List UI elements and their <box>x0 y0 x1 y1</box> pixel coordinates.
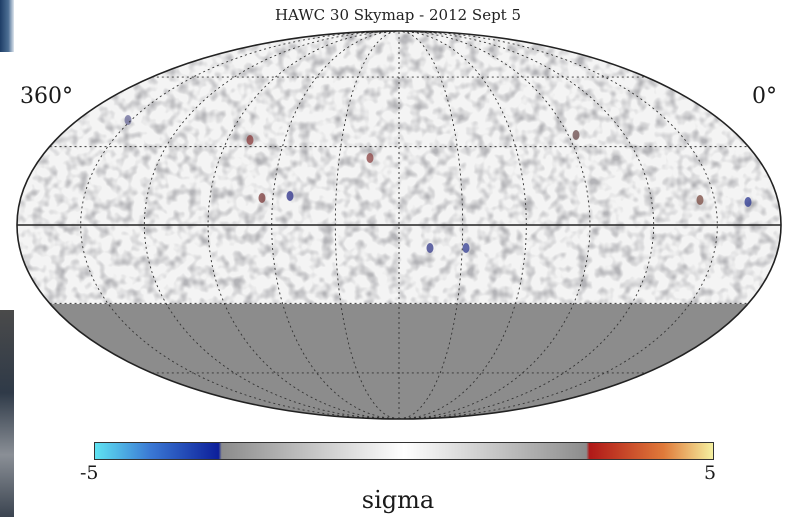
colorbar-tick-min: -5 <box>80 462 99 484</box>
significance-spot <box>744 197 752 207</box>
significance-spot <box>258 193 266 203</box>
significance-spot <box>696 195 704 205</box>
background-photo-edge-top <box>0 0 14 52</box>
projection-outline <box>16 30 782 420</box>
significance-spot <box>462 243 470 253</box>
significance-texture <box>17 31 781 304</box>
significance-spot <box>426 243 434 253</box>
significance-spot <box>124 115 132 125</box>
colorbar-tick-max: 5 <box>704 462 717 484</box>
significance-spot <box>246 135 254 145</box>
significance-spot <box>286 191 294 201</box>
significance-hotspots <box>124 115 752 253</box>
colorbar <box>94 442 714 460</box>
ra-label-right: 0° <box>752 84 777 109</box>
background-photo-edge-bottom <box>0 310 14 517</box>
ra-label-left: 360° <box>20 84 73 109</box>
significance-spot <box>572 130 580 140</box>
significance-spot <box>366 153 374 163</box>
chart-title: HAWC 30 Skymap - 2012 Sept 5 <box>274 6 522 24</box>
colorbar-label: sigma <box>361 486 435 514</box>
